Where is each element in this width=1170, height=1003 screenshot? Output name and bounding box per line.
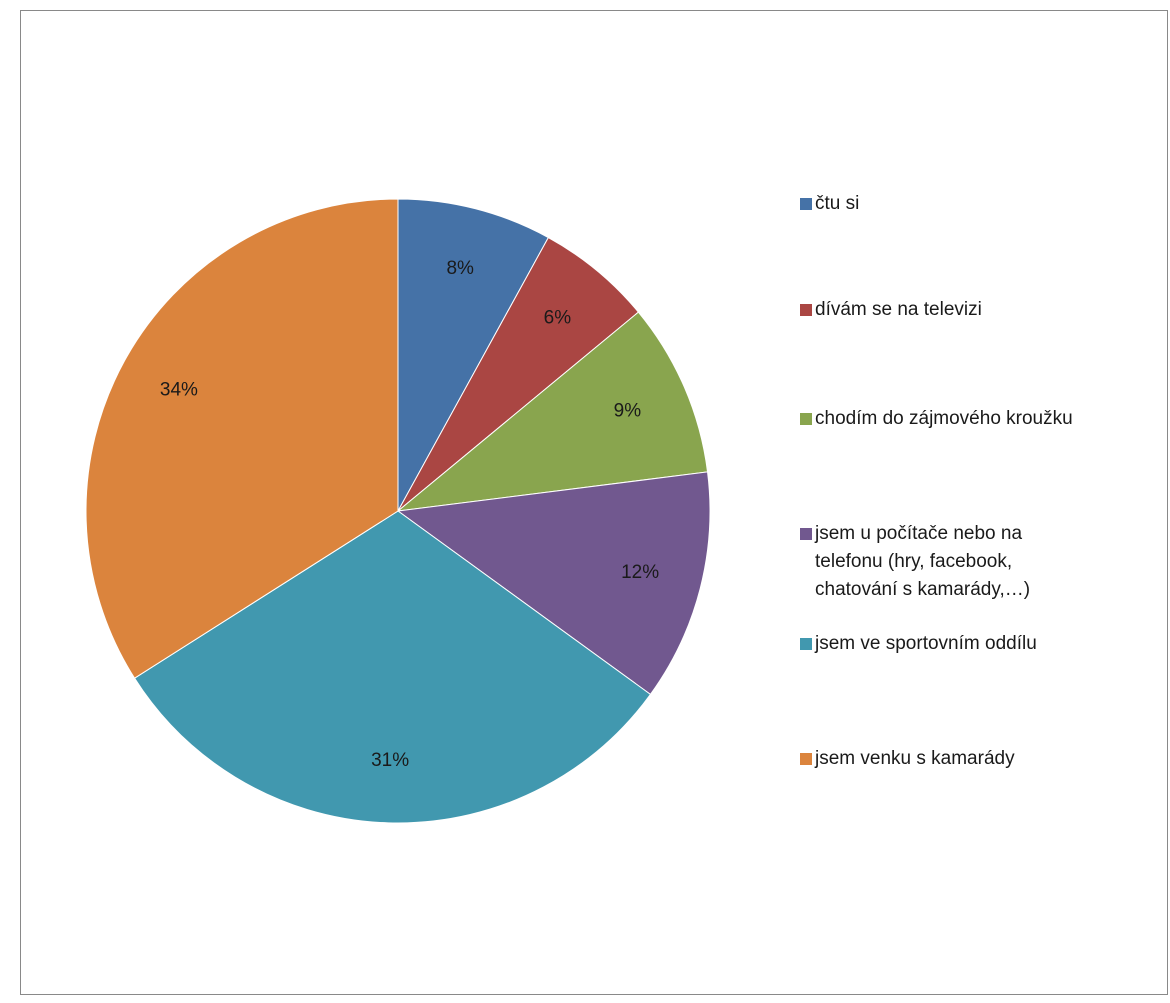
slice-data-label: 12%	[621, 562, 659, 583]
legend-swatch	[800, 753, 812, 765]
legend-item: chodím do zájmového kroužku	[800, 405, 1165, 433]
legend-label: jsem u počítače nebo na telefonu (hry, f…	[815, 523, 1031, 600]
legend-swatch	[800, 413, 812, 425]
legend-swatch	[800, 304, 812, 316]
legend-label: chodím do zájmového kroužku	[815, 408, 1073, 429]
legend-swatch	[800, 528, 812, 540]
legend-item: dívám se na televizi	[800, 296, 1165, 324]
pie-slices	[85, 198, 711, 824]
legend-item: jsem u počítače nebo na telefonu (hry, f…	[800, 520, 1165, 604]
legend-label: dívám se na televizi	[815, 299, 982, 320]
legend-swatch	[800, 198, 812, 210]
slice-data-label: 8%	[446, 258, 474, 279]
legend-item: čtu si	[800, 190, 1165, 218]
slice-data-label: 9%	[614, 401, 642, 422]
legend-item: jsem venku s kamarády	[800, 745, 1165, 773]
pie-slice	[396, 311, 709, 512]
slice-data-label: 6%	[544, 307, 572, 328]
legend-label: jsem ve sportovním oddílu	[815, 633, 1037, 654]
legend-swatch	[800, 638, 812, 650]
legend-label: jsem venku s kamarády	[815, 748, 1015, 769]
legend-label: čtu si	[815, 193, 860, 214]
slice-data-label: 34%	[160, 380, 198, 401]
legend-item: jsem ve sportovním oddílu	[800, 630, 1165, 658]
slice-data-label: 31%	[371, 750, 409, 771]
pie-slice	[396, 471, 711, 696]
pie-slice	[133, 510, 652, 824]
pie-data-labels: 8% 6% 9% 12% 31% 34%	[160, 258, 659, 771]
pie-slice	[85, 198, 399, 679]
legend: čtu si dívám se na televizi chodím do zá…	[800, 180, 1165, 780]
pie-slice	[397, 198, 549, 512]
